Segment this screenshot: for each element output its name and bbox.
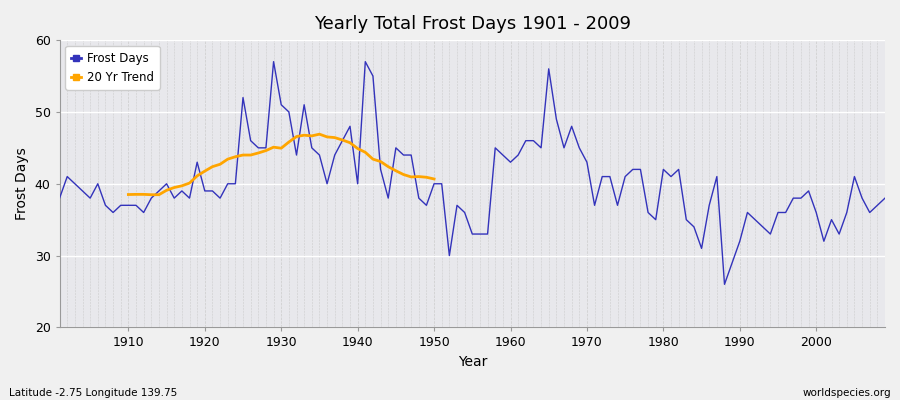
X-axis label: Year: Year (457, 355, 487, 369)
Y-axis label: Frost Days: Frost Days (15, 147, 29, 220)
Title: Yearly Total Frost Days 1901 - 2009: Yearly Total Frost Days 1901 - 2009 (314, 15, 631, 33)
Text: worldspecies.org: worldspecies.org (803, 388, 891, 398)
Text: Latitude -2.75 Longitude 139.75: Latitude -2.75 Longitude 139.75 (9, 388, 177, 398)
Legend: Frost Days, 20 Yr Trend: Frost Days, 20 Yr Trend (66, 46, 159, 90)
